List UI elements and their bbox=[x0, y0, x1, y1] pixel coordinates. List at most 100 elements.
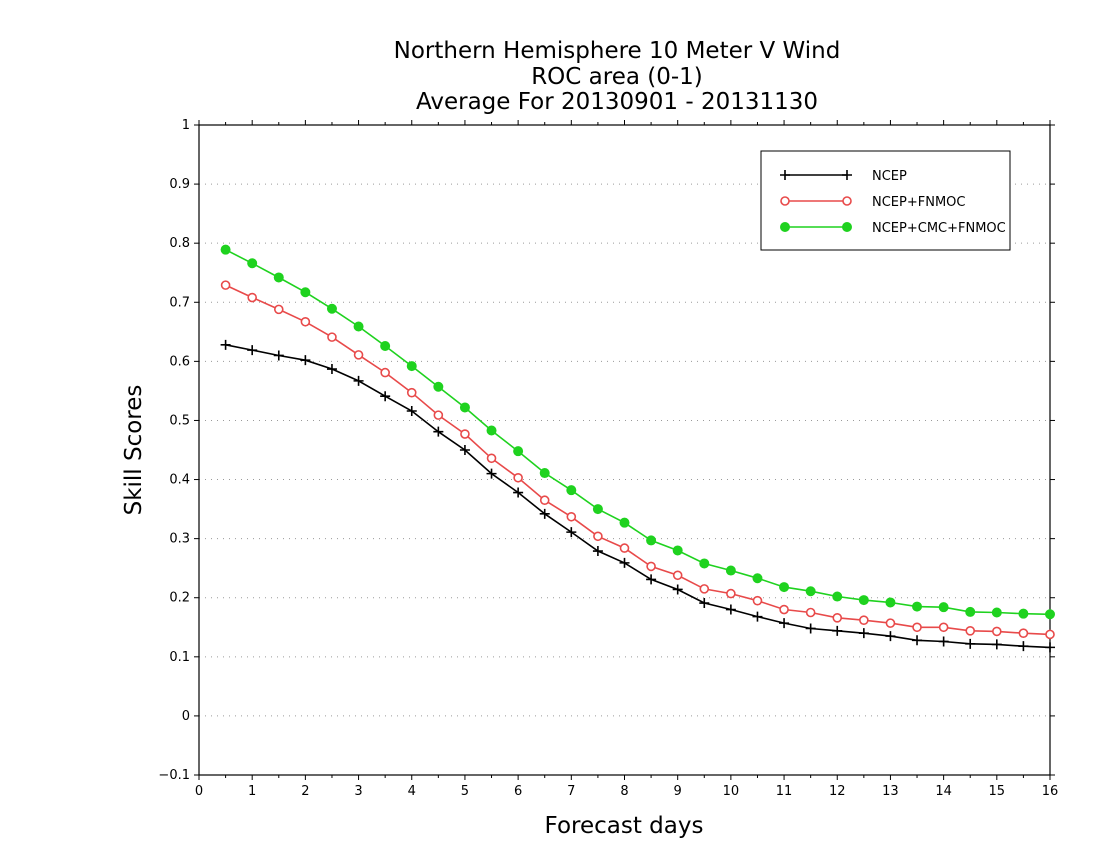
data-point bbox=[832, 591, 843, 602]
data-point bbox=[1045, 642, 1055, 653]
data-point bbox=[912, 622, 922, 633]
data-point bbox=[699, 584, 710, 594]
data-point bbox=[513, 487, 524, 498]
data-point bbox=[832, 625, 843, 636]
data-point bbox=[965, 638, 976, 649]
y-axis-label: Skill Scores bbox=[121, 385, 147, 516]
data-point bbox=[885, 631, 896, 642]
data-point bbox=[1018, 641, 1029, 652]
data-point bbox=[433, 381, 444, 392]
data-point bbox=[832, 613, 843, 623]
legend-marker bbox=[842, 196, 852, 206]
data-point bbox=[247, 345, 258, 356]
series-line bbox=[225, 284, 1051, 636]
data-point bbox=[672, 545, 683, 556]
legend-marker bbox=[780, 170, 790, 180]
data-point bbox=[672, 584, 683, 595]
data-point bbox=[1045, 629, 1055, 640]
data-point bbox=[858, 595, 869, 606]
data-point bbox=[539, 508, 550, 519]
y-tick-label: −0.1 bbox=[158, 768, 190, 783]
data-point bbox=[300, 287, 311, 298]
data-point bbox=[220, 244, 231, 255]
legend: NCEP NCEP+FNMOC NCEP+CMC+FNMOC bbox=[760, 150, 1011, 251]
series-line bbox=[225, 248, 1051, 616]
x-tick-label: 6 bbox=[514, 784, 522, 799]
data-point bbox=[513, 446, 524, 457]
x-tick-label: 10 bbox=[723, 784, 740, 799]
data-point bbox=[805, 623, 816, 634]
x-tick-label: 13 bbox=[882, 784, 899, 799]
axis-ticks bbox=[194, 120, 1055, 780]
data-point bbox=[459, 402, 470, 413]
data-point bbox=[646, 561, 656, 572]
data-point bbox=[380, 367, 390, 378]
x-tick-label: 0 bbox=[195, 784, 203, 799]
data-point bbox=[991, 607, 1002, 618]
series-0 bbox=[220, 339, 1055, 653]
data-point bbox=[779, 618, 790, 629]
x-axis-label: Forecast days bbox=[545, 813, 704, 839]
data-point bbox=[858, 628, 869, 639]
data-point bbox=[752, 611, 763, 622]
data-point bbox=[619, 517, 630, 528]
y-tick-label: 0.9 bbox=[169, 177, 190, 192]
legend-item: NCEP+CMC+FNMOC bbox=[780, 221, 1006, 236]
data-point bbox=[486, 468, 497, 479]
data-point bbox=[566, 485, 577, 496]
series-2 bbox=[220, 244, 1055, 620]
data-point bbox=[380, 391, 391, 402]
x-tick-label: 9 bbox=[674, 784, 682, 799]
data-point bbox=[965, 606, 976, 617]
data-point bbox=[273, 350, 284, 361]
x-tick-label: 5 bbox=[461, 784, 469, 799]
x-tick-label: 11 bbox=[776, 784, 793, 799]
x-tick-label: 4 bbox=[408, 784, 416, 799]
data-point bbox=[433, 410, 444, 420]
data-point bbox=[965, 626, 976, 636]
data-point bbox=[273, 272, 284, 283]
y-tick-label: 0.5 bbox=[169, 413, 190, 428]
data-point bbox=[486, 425, 497, 436]
data-point bbox=[859, 615, 869, 625]
x-tick-label: 12 bbox=[829, 784, 846, 799]
data-point bbox=[938, 622, 949, 633]
data-point bbox=[592, 546, 603, 557]
y-tick-label: 0.6 bbox=[169, 354, 190, 369]
x-tick-label: 14 bbox=[935, 784, 952, 799]
data-point bbox=[779, 604, 789, 615]
y-tick-labels: −0.1 0 0.1 0.2 0.3 0.4 0.5 0.6 0.7 0.8 0.9 1 bbox=[158, 118, 190, 783]
data-point bbox=[433, 426, 444, 437]
legend-marker bbox=[780, 222, 790, 232]
title-line-1: Northern Hemisphere 10 Meter V Wind bbox=[394, 38, 841, 64]
x-tick-label: 3 bbox=[354, 784, 362, 799]
data-point bbox=[699, 558, 710, 569]
data-point bbox=[353, 350, 364, 360]
x-tick-label: 15 bbox=[989, 784, 1006, 799]
legend-item: NCEP+FNMOC bbox=[780, 195, 965, 210]
gridlines bbox=[199, 183, 1050, 717]
chart-title: Northern Hemisphere 10 Meter V Wind ROC … bbox=[394, 38, 841, 115]
data-point bbox=[247, 258, 258, 269]
data-point bbox=[646, 535, 657, 546]
legend-label: NCEP+CMC+FNMOC bbox=[872, 221, 1006, 236]
data-point bbox=[912, 601, 923, 612]
series-line bbox=[225, 344, 1051, 649]
legend-marker bbox=[842, 170, 852, 180]
x-tick-label: 8 bbox=[620, 784, 628, 799]
y-tick-label: 0 bbox=[182, 709, 190, 724]
x-tick-label: 2 bbox=[301, 784, 309, 799]
legend-marker bbox=[842, 222, 852, 232]
title-line-2: ROC area (0-1) bbox=[531, 64, 703, 90]
data-point bbox=[672, 570, 683, 581]
data-point bbox=[459, 445, 470, 455]
data-point bbox=[885, 618, 896, 628]
data-point bbox=[726, 588, 736, 599]
data-point bbox=[220, 339, 231, 350]
data-point bbox=[991, 639, 1002, 650]
data-point bbox=[406, 361, 417, 372]
x-tick-label: 1 bbox=[248, 784, 256, 799]
data-point bbox=[460, 429, 470, 439]
data-point bbox=[220, 280, 231, 290]
